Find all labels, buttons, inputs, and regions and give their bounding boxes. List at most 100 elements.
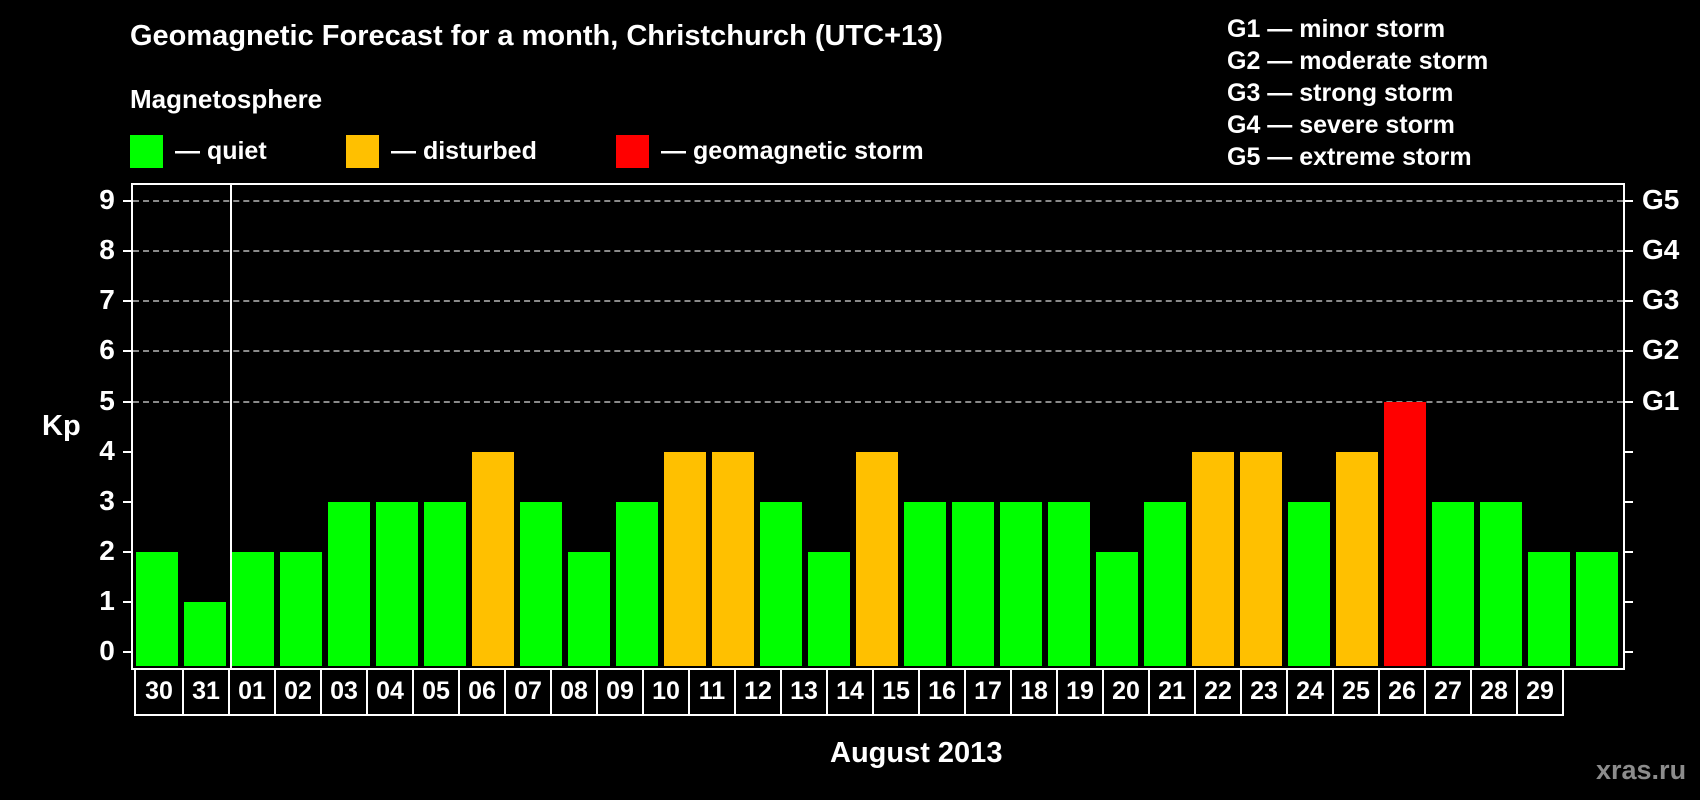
x-day-label: 11 [688, 668, 734, 714]
y-tick-right [1623, 200, 1633, 203]
y-tick-right [1623, 500, 1633, 503]
bar-29 [1576, 551, 1618, 666]
bar-13 [808, 551, 850, 666]
bar-21 [1192, 451, 1234, 666]
bar-27 [1480, 501, 1522, 666]
y-tick-right [1623, 350, 1633, 353]
legend-item-disturbed: — disturbed [346, 134, 537, 168]
bar-08 [568, 551, 610, 666]
x-day-label: 04 [366, 668, 412, 714]
bar-28 [1528, 551, 1570, 666]
y-tick-label: 7 [99, 284, 115, 316]
y-tick-label: 2 [99, 534, 115, 566]
bar-25 [1384, 401, 1426, 666]
g-scale-item: G5 — extreme storm [1227, 143, 1472, 171]
bar-03 [328, 501, 370, 666]
bar-18 [1048, 501, 1090, 666]
x-day-label: 17 [964, 668, 1010, 714]
watermark: xras.ru [1596, 755, 1687, 785]
gridline [133, 400, 1623, 403]
x-day-label: 16 [918, 668, 964, 714]
bar-19 [1096, 551, 1138, 666]
x-day-label: 12 [734, 668, 780, 714]
x-day-label: 13 [780, 668, 826, 714]
legend-item-quiet: — quiet [130, 134, 267, 168]
x-day-label: 20 [1102, 668, 1148, 714]
y-tick-label: 3 [99, 484, 115, 516]
bar-31 [184, 601, 226, 666]
y-tick [123, 550, 133, 553]
y-tick [123, 300, 133, 303]
legend-label-disturbed: — disturbed [391, 136, 537, 165]
bar-17 [1000, 501, 1042, 666]
legend-label-quiet: — quiet [175, 136, 267, 165]
x-day-label: 01 [228, 668, 274, 714]
x-day-label: 21 [1148, 668, 1194, 714]
x-day-label: 24 [1286, 668, 1332, 714]
y-tick [123, 200, 133, 203]
y-tick [123, 600, 133, 603]
x-day-label: 02 [274, 668, 320, 714]
bar-11 [712, 451, 754, 666]
y-tick [123, 350, 133, 353]
g-scale-item: G2 — moderate storm [1227, 47, 1489, 75]
bar-23 [1288, 501, 1330, 666]
bar-20 [1144, 501, 1186, 666]
bar-14 [856, 451, 898, 666]
g-scale-item: G3 — strong storm [1227, 79, 1454, 107]
bar-01 [232, 551, 274, 666]
bar-05 [424, 501, 466, 666]
x-day-label: 22 [1194, 668, 1240, 714]
y-tick-label: 9 [99, 184, 115, 216]
legend-item-storm: — geomagnetic storm [616, 134, 924, 168]
bar-10 [664, 451, 706, 666]
g-level-label: G2 [1642, 334, 1680, 366]
y-tick-label: 8 [99, 234, 115, 266]
x-day-label: 14 [826, 668, 872, 714]
x-day-label: 06 [458, 668, 504, 714]
x-day-label: 15 [872, 668, 918, 714]
x-day-label: 18 [1010, 668, 1056, 714]
bar-04 [376, 501, 418, 666]
g-level-label: G3 [1642, 284, 1680, 316]
y-tick-right [1623, 600, 1633, 603]
x-day-label: 05 [412, 668, 458, 714]
y-tick-label: 1 [99, 584, 115, 616]
y-tick [123, 450, 133, 453]
gridline [133, 350, 1623, 353]
x-day-label: 23 [1240, 668, 1286, 714]
y-tick-right [1623, 400, 1633, 403]
y-tick [123, 651, 133, 653]
chart-subtitle: Magnetosphere [130, 84, 323, 114]
chart-title: Geomagnetic Forecast for a month, Christ… [130, 20, 943, 52]
month-divider [230, 183, 232, 668]
y-tick-right [1623, 651, 1633, 653]
x-day-label: 19 [1056, 668, 1102, 714]
legend-swatch-disturbed [346, 134, 379, 168]
bar-02 [280, 551, 322, 666]
bar-24 [1336, 451, 1378, 666]
x-day-label: 03 [320, 668, 366, 714]
g-scale-item: G1 — minor storm [1227, 15, 1446, 43]
x-day-label: 28 [1470, 668, 1516, 714]
bar-15 [904, 501, 946, 666]
legend-swatch-storm [616, 134, 649, 168]
y-tick-label: 5 [99, 384, 115, 416]
y-tick-right [1623, 250, 1633, 253]
bar-09 [616, 501, 658, 666]
gridline [133, 250, 1623, 253]
x-axis-day-labels: 30 31 01 02 03 04 05 06 07 08 09 10 11 12 13 14 15 16 17 18… [134, 668, 1564, 716]
x-day-label: 29 [1516, 668, 1562, 714]
bar-16 [952, 501, 994, 666]
y-axis-label: Kp [42, 410, 81, 442]
g-scale-legend: G1 — minor storm G2 — moderate storm G3 … [1227, 13, 1488, 173]
bar-07 [520, 501, 562, 666]
bar-26 [1432, 501, 1474, 666]
g-scale-item: G4 — severe storm [1227, 111, 1455, 139]
y-tick-right [1623, 450, 1633, 453]
plot-area [131, 183, 1625, 670]
x-day-label: 26 [1378, 668, 1424, 714]
gridline [133, 200, 1623, 203]
y-tick-label: 6 [99, 334, 115, 366]
bar-12 [760, 501, 802, 666]
